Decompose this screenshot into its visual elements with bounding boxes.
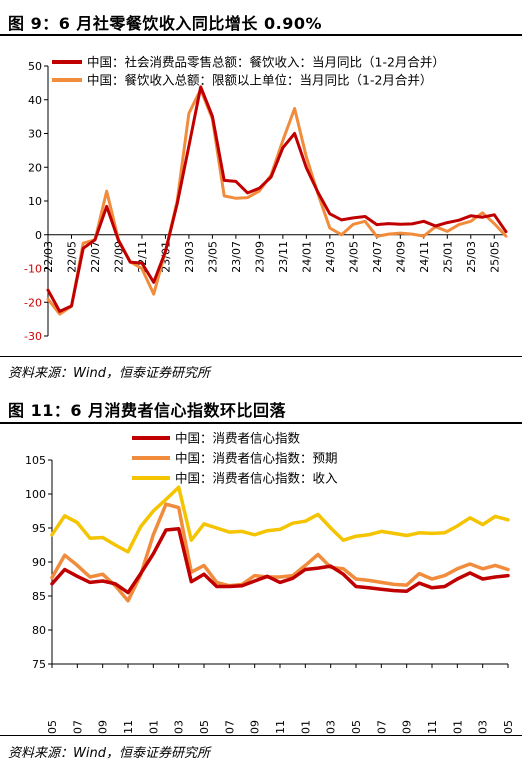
figure1-x-tick-label: 22/03 xyxy=(42,241,55,273)
figure1-x-tick-label: 24/01 xyxy=(300,241,313,273)
figure2-y-tick-label: 75 xyxy=(32,658,46,671)
figure2-bottom-rule xyxy=(0,735,522,736)
figure1-x-tick-label: 23/09 xyxy=(253,241,266,273)
figure1-title: 图 9：6 月社零餐饮收入同比增长 0.90% xyxy=(8,14,322,33)
figure1-x-tick-label: 23/11 xyxy=(277,241,290,273)
figure1-x-tick-label: 22/05 xyxy=(65,241,78,273)
figure1-legend-label-2: 中国：餐饮收入总额：限额以上单位：当月同比（1-2月合并） xyxy=(87,73,432,88)
figure1-y-tick-label: 0 xyxy=(35,229,42,242)
figure2-legend-label-1: 中国：消费者信心指数 xyxy=(175,431,301,446)
figure1-x-tick-label: 25/03 xyxy=(465,241,478,273)
figure2-y-tick-label: 105 xyxy=(25,454,46,467)
figure2-line-chart: 75 80 85 90 95 100 105 22/05 22/07 22/09 22/11 23/0… xyxy=(0,424,522,734)
figure2-x-tick-label: 22/05 xyxy=(46,720,59,734)
figure1-x-tick-label: 24/07 xyxy=(371,241,384,273)
figure2-x-tick-label: 23/03 xyxy=(173,720,186,734)
figure1-y-tick-label: 10 xyxy=(28,195,42,208)
figure1-x-tick-label: 24/03 xyxy=(324,241,337,273)
figure2-y-tick-label: 80 xyxy=(32,624,46,637)
figure1-x-tick-label: 24/09 xyxy=(394,241,407,273)
figure1-x-tick-label: 24/05 xyxy=(347,241,360,273)
figure2-series-line-2 xyxy=(50,502,510,603)
figure2-y-tick-label: 85 xyxy=(32,590,46,603)
figure1-series-line-1 xyxy=(46,85,508,313)
figure2-series-line-1 xyxy=(50,526,510,595)
figure1-x-tick-label: 23/05 xyxy=(206,241,219,273)
figure2-x-tick-label: 22/09 xyxy=(97,720,110,734)
figure2-y-tick-label: 100 xyxy=(25,488,46,501)
figure1-y-tick-label: 40 xyxy=(28,94,42,107)
figure1-x-tick-label: 22/11 xyxy=(136,241,149,273)
figure2-y-tick-label: 90 xyxy=(32,556,46,569)
figure2-x-tick-label: 24/07 xyxy=(375,720,388,734)
figure1-y-tick-label: 50 xyxy=(28,60,42,73)
figure1-x-tick-label: 22/07 xyxy=(89,241,102,273)
figure1-y-tick-label: 30 xyxy=(28,128,42,141)
figure2-x-tick-label: 25/05 xyxy=(502,720,515,734)
figure2-x-tick-label: 23/11 xyxy=(274,720,287,734)
figure1-title-rule xyxy=(0,34,522,36)
figure1-x-tick-label: 23/03 xyxy=(183,241,196,273)
figure1-y-tick-label: -10 xyxy=(24,263,42,276)
figure2-x-tick-label: 22/11 xyxy=(122,720,135,734)
figure2-y-tick-label: 95 xyxy=(32,522,46,535)
figure2-title: 图 11：6 月消费者信心指数环比回落 xyxy=(8,401,287,420)
figure2-x-tick-label: 25/03 xyxy=(477,720,490,734)
figure1-legend-label-1: 中国：社会消费品零售总额：餐饮收入：当月同比（1-2月合并） xyxy=(87,55,445,70)
figure2-source: 资料来源：Wind，恒泰证券研究所 xyxy=(8,746,210,761)
figure2-x-tick-label: 24/09 xyxy=(401,720,414,734)
figure1-x-tick-label: 25/05 xyxy=(488,241,501,273)
figure2-x-tick-label: 24/11 xyxy=(426,720,439,734)
figure2-x-tick-label: 24/01 xyxy=(299,720,312,734)
figure1-y-tick-label: 20 xyxy=(28,161,42,174)
figure2-x-tick-label: 23/09 xyxy=(249,720,262,734)
figure2-x-tick-label: 24/05 xyxy=(350,720,363,734)
figure2-x-tick-label: 23/07 xyxy=(223,720,236,734)
figure2-x-tick-label: 22/07 xyxy=(71,720,84,734)
figure1-x-tick-label: 22/09 xyxy=(112,241,125,273)
figure2-series-line-3 xyxy=(50,485,510,554)
figure1-plot-background xyxy=(0,36,522,356)
figure2-x-tick-label: 24/03 xyxy=(325,720,338,734)
figure1-y-tick-label: -20 xyxy=(24,296,42,309)
figure1-x-tick-label: 23/07 xyxy=(230,241,243,273)
figure2-x-tick-label: 25/01 xyxy=(451,720,464,734)
figure1-x-tick-label: 24/11 xyxy=(418,241,431,273)
figure1-line-chart: -30 -20 -10 0 10 20 30 40 50 22/03 22/05 22/07 22/09… xyxy=(0,36,522,356)
figure1-y-tick-label: -30 xyxy=(24,330,42,343)
figure1-bottom-rule xyxy=(0,356,522,357)
figure2-x-tick-label: 23/05 xyxy=(198,720,211,734)
figure2-x-tick-label: 23/01 xyxy=(147,720,160,734)
figure1-source: 资料来源：Wind，恒泰证券研究所 xyxy=(8,366,210,381)
figure2-legend-label-3: 中国：消费者信心指数：收入 xyxy=(175,471,338,486)
figure2-legend-label-2: 中国：消费者信心指数：预期 xyxy=(175,451,338,466)
figure1-x-tick-label: 25/01 xyxy=(441,241,454,273)
figure2-title-rule xyxy=(0,422,522,424)
